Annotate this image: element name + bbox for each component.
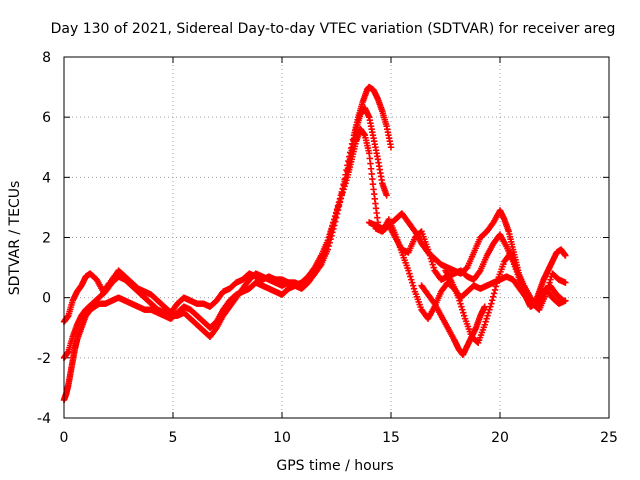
y-tick-label: 4 [42,170,51,186]
data-point [481,303,488,310]
grid [64,57,609,418]
data-point [331,216,338,223]
data-point [487,303,494,310]
y-tick-label: 0 [42,291,51,307]
series-track-2 [60,104,390,362]
data-point [491,286,499,294]
data-point [338,192,345,199]
chart-title: Day 130 of 2021, Sidereal Day-to-day VTE… [51,21,616,37]
data-point [329,222,336,229]
series-track-5 [372,222,569,313]
data-point [457,300,464,307]
data-point [330,219,337,226]
data-point [483,315,490,322]
data-point [460,309,467,316]
plot-frame [63,56,610,419]
x-axis-label: GPS time / hours [276,458,393,474]
data-point [489,293,497,301]
data-point [562,279,569,286]
data-point [333,207,341,214]
data-point [408,279,416,286]
data-point [334,204,342,211]
data-point [493,279,501,287]
data-point [332,213,339,220]
data-point [484,312,491,319]
x-tick-label: 15 [382,430,400,446]
data-point [340,186,347,193]
data-point [341,183,348,190]
data-point [459,306,466,313]
data-point [424,246,432,253]
data-point [337,195,345,202]
data-point [339,189,346,196]
data-point [562,252,569,259]
data-point [387,144,395,151]
data-point [332,210,340,217]
data-point [486,306,493,313]
y-tick-label: -2 [37,351,51,367]
data-point [482,318,489,325]
data-point [383,192,390,199]
x-tick-label: 10 [273,430,291,446]
data-point [490,290,498,297]
y-tick-label: -4 [37,411,51,427]
data-point [410,285,418,292]
series-track-1 [60,83,395,325]
data-point [406,270,413,277]
data-point [559,296,566,304]
data-point [425,249,433,256]
data-point [407,273,414,280]
data-point [426,252,434,259]
data-series [60,83,569,404]
data-point [456,297,463,304]
data-point [325,234,332,241]
data-point [481,321,488,328]
data-point [547,276,554,283]
data-point [335,201,343,208]
y-tick-label: 8 [42,50,51,66]
x-tick-label: 20 [491,430,509,446]
data-point [408,276,415,283]
data-point [429,261,436,268]
y-tick-label: 2 [42,231,51,247]
data-point [492,283,500,290]
y-axis-label: SDTVAR / TECUs [7,181,23,296]
data-point [405,267,412,274]
data-point [427,255,435,262]
x-tick-label: 25 [600,430,618,446]
data-point [489,297,496,304]
data-point [455,294,462,301]
data-point [326,231,333,238]
x-tick-label: 0 [60,430,69,446]
data-point [476,268,483,276]
data-point [324,237,331,244]
data-point [460,312,468,319]
data-point [409,282,417,289]
data-point [336,198,344,205]
data-point [430,264,437,271]
data-point [485,309,492,316]
data-point [328,225,335,232]
data-point [458,303,465,310]
series-track-8 [442,249,567,346]
data-point [327,228,334,235]
data-point [560,297,567,304]
data-point [342,180,349,187]
data-point [428,258,435,265]
y-tick-label: 6 [42,110,51,126]
x-tick-label: 5 [169,430,178,446]
data-point [488,300,495,307]
series-track-3 [60,126,382,404]
data-point [343,177,350,184]
